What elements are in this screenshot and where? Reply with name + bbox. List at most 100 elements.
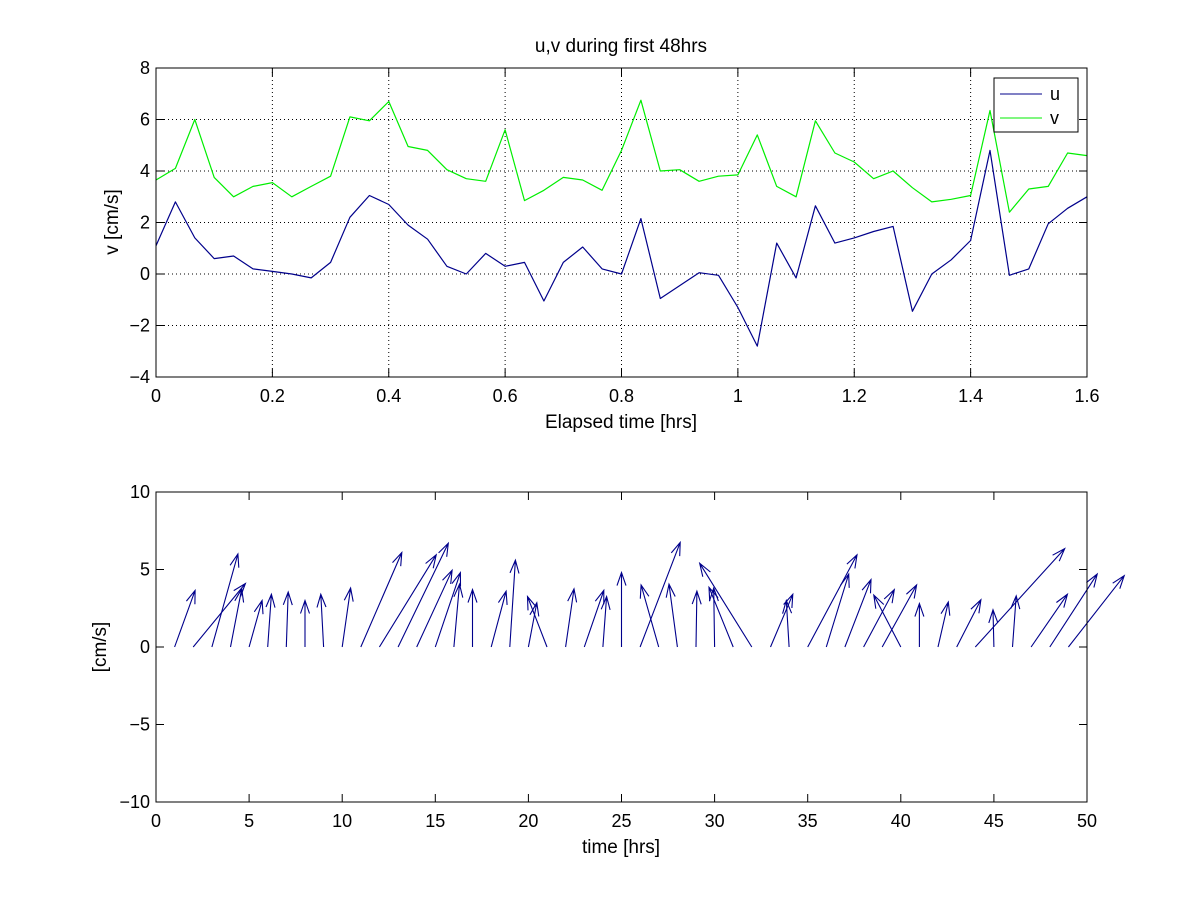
bottom-x-tick-label: 30 [705, 811, 725, 831]
velocity-vector-arrow [397, 541, 450, 648]
velocity-vector-arrow [467, 587, 478, 647]
velocity-vector-arrow [665, 582, 678, 648]
top-series-group [155, 99, 1088, 347]
velocity-vector-arrow [825, 572, 850, 648]
top-plot-area [156, 68, 1087, 377]
top-ytick-labels: −4 −2 0 2 4 6 8 [129, 58, 150, 387]
bottom-x-tick-label: 40 [891, 811, 911, 831]
velocity-vector-arrow [174, 588, 196, 648]
velocity-vector-arrow [378, 553, 438, 648]
velocity-vector-arrow [914, 601, 925, 647]
top-y-tick-label: −4 [129, 367, 150, 387]
top-legend: u v [993, 77, 1079, 133]
velocity-vector-arrow [453, 582, 464, 648]
bottom-vectors-group [174, 540, 1126, 648]
velocity-vector-arrow [937, 600, 951, 648]
bottom-ytick-labels: −10 −5 0 5 10 [119, 482, 150, 812]
top-y-tick-label: 0 [140, 264, 150, 284]
bottom-x-tick-label: 15 [425, 811, 445, 831]
uv-line-chart: u,v during first 48hrs 0 0.2 0.4 0.6 0.8 1 1.2… [102, 36, 1100, 433]
velocity-vector-arrow [509, 558, 520, 648]
bottom-x-tick-label: 0 [151, 811, 161, 831]
bottom-x-tick-label: 5 [244, 811, 254, 831]
bottom-y-tick-label: 5 [140, 560, 150, 580]
velocity-vector-arrow [616, 570, 627, 647]
top-y-tick-label: 8 [140, 58, 150, 78]
velocity-vector-arrow [873, 593, 902, 648]
velocity-vector-arrow [490, 589, 508, 648]
velocity-vector-arrow [881, 583, 918, 648]
velocity-vector-arrow [691, 589, 702, 648]
velocity-vector-arrow [527, 601, 540, 648]
legend-label-v: v [1050, 108, 1059, 128]
velocity-vector-arrow [526, 595, 548, 648]
bottom-x-tick-label: 35 [798, 811, 818, 831]
top-y-axis-title: v [cm/s] [102, 189, 123, 254]
top-ticks [155, 67, 1088, 378]
bottom-x-tick-label: 25 [611, 811, 631, 831]
velocity-vector-arrow [265, 592, 276, 648]
velocity-vector-arrow [360, 550, 403, 648]
top-x-tick-label: 0.2 [260, 386, 285, 406]
velocity-vector-arrow [844, 578, 872, 648]
velocity-vector-arrow [639, 583, 660, 648]
top-y-tick-label: −2 [129, 316, 150, 336]
top-y-tick-label: 4 [140, 161, 150, 181]
velocity-vector-arrow [416, 568, 453, 648]
velocity-vector-arrow [1049, 572, 1099, 648]
velocity-vector-arrow [988, 608, 999, 648]
velocity-vector-arrow [782, 598, 793, 648]
series-line-u [155, 149, 1088, 347]
velocity-vector-arrow [600, 594, 611, 648]
bottom-x-axis-title: time [hrs] [582, 837, 660, 858]
velocity-vector-arrow [316, 592, 327, 648]
top-x-axis-title: Elapsed time [hrs] [545, 412, 697, 433]
velocity-vector-arrow [434, 571, 462, 648]
velocity-vector-arrow [248, 598, 264, 648]
bottom-x-tick-label: 50 [1077, 811, 1097, 831]
top-y-tick-label: 2 [140, 213, 150, 233]
bottom-xtick-labels: 0 5 10 15 20 25 30 35 40 45 50 [151, 811, 1097, 831]
velocity-vector-arrow [1067, 574, 1126, 648]
top-x-tick-label: 1 [733, 386, 743, 406]
top-x-tick-label: 0 [151, 386, 161, 406]
bottom-y-tick-label: −10 [119, 792, 150, 812]
bottom-y-tick-label: −5 [129, 715, 150, 735]
top-x-tick-label: 0.4 [376, 386, 401, 406]
top-x-tick-label: 1.4 [958, 386, 983, 406]
velocity-vector-arrow [639, 540, 681, 648]
velocity-vector-arrow [863, 588, 896, 648]
velocity-vector-arrow [698, 561, 753, 648]
legend-label-u: u [1050, 84, 1060, 104]
velocity-vector-arrow [1010, 594, 1021, 648]
top-x-tick-label: 0.6 [493, 386, 518, 406]
velocity-vector-chart: 0 5 10 15 20 25 30 35 40 45 50 −10 −5 0 5 10 time [hrs… [90, 482, 1126, 858]
velocity-vector-arrow [211, 552, 240, 648]
velocity-vector-arrow [708, 585, 734, 648]
bottom-y-axis-title: [cm/s] [90, 622, 111, 673]
top-y-tick-label: 6 [140, 110, 150, 130]
top-xtick-labels: 0 0.2 0.4 0.6 0.8 1 1.2 1.4 1.6 [151, 386, 1100, 406]
velocity-vector-arrow [282, 590, 293, 648]
top-chart-title: u,v during first 48hrs [535, 36, 707, 57]
velocity-vector-arrow [807, 553, 858, 648]
velocity-vector-arrow [341, 586, 354, 648]
bottom-x-tick-label: 20 [518, 811, 538, 831]
velocity-vector-arrow [1030, 592, 1069, 648]
velocity-vector-arrow [583, 588, 605, 648]
velocity-vector-arrow [229, 587, 245, 648]
bottom-ticks [155, 491, 1088, 803]
legend-box [993, 77, 1079, 133]
bottom-y-tick-label: 0 [140, 637, 150, 657]
velocity-vector-arrow [974, 547, 1066, 648]
bottom-x-tick-label: 45 [984, 811, 1004, 831]
velocity-vector-arrow [565, 587, 578, 648]
top-x-tick-label: 1.6 [1074, 386, 1099, 406]
top-x-tick-label: 1.2 [842, 386, 867, 406]
velocity-vector-arrow [299, 598, 311, 647]
top-x-tick-label: 0.8 [609, 386, 634, 406]
bottom-y-tick-label: 10 [130, 482, 150, 502]
velocity-vector-arrow [956, 598, 982, 648]
series-line-v [155, 99, 1088, 213]
